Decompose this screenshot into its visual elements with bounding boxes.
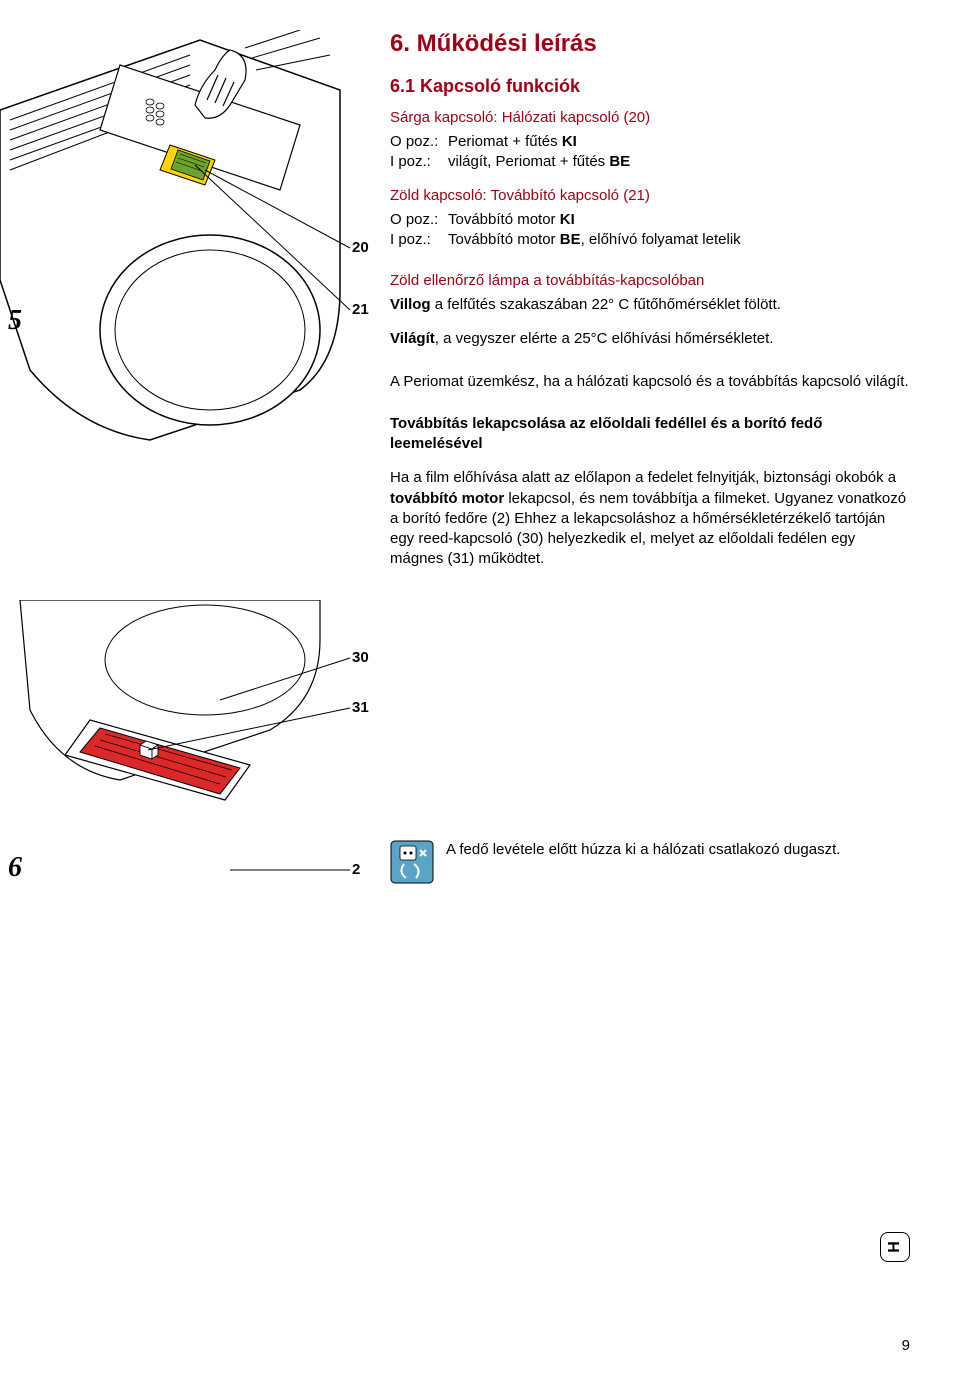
text-column: 6. Működési leírás 6.1 Kapcsoló funkciók… (380, 30, 910, 830)
callout-21-label: 21 (352, 301, 369, 318)
green-lamp-line1: Villog a felfűtés szakaszában 22° C fűtő… (390, 295, 910, 315)
callout-31-label: 31 (352, 699, 369, 716)
unplug-block: A fedő levétele előtt húzza ki a hálózat… (380, 840, 910, 889)
ready-text: A Periomat üzemkész, ha a hálózati kapcs… (390, 372, 910, 392)
callout-30-label: 30 (352, 649, 369, 666)
yellow-ipoz-label: I poz.: (390, 152, 448, 172)
figure-30-31: 30 31 (0, 600, 380, 810)
green-ipoz-label: I poz.: (390, 230, 448, 250)
fig5-svg: 20 21 (0, 30, 380, 450)
green-opoz-text: Továbbító motor KI (448, 210, 575, 230)
green-switch-defs: O poz.: Továbbító motor KI I poz.: Továb… (390, 210, 910, 251)
page-number: 9 (902, 1337, 910, 1354)
green-lamp-line2: Világít, a vegyszer elérte a 25°C előhív… (390, 329, 910, 349)
green-lamp-title: Zöld ellenőrző lámpa a továbbítás-kapcso… (390, 272, 910, 289)
fig-number-6: 6 (8, 852, 22, 884)
yellow-opoz-label: O poz.: (390, 132, 448, 152)
green-switch-title: Zöld kapcsoló: Továbbító kapcsoló (21) (390, 187, 910, 204)
fig5-column: 20 21 5 (0, 30, 380, 830)
yellow-switch-defs: O poz.: Periomat + fűtés KI I poz.: vilá… (390, 132, 910, 173)
heading-1: 6. Működési leírás (390, 30, 910, 58)
fig-number-5: 5 (8, 305, 22, 337)
callout-2-label: 2 (352, 861, 360, 878)
unplug-icon (390, 840, 434, 889)
callout-20-label: 20 (352, 239, 369, 256)
heading-2: 6.1 Kapcsoló funkciók (390, 76, 910, 97)
row-fig5: 20 21 5 (0, 30, 910, 830)
unplug-text: A fedő levétele előtt húzza ki a hálózat… (446, 840, 910, 860)
yellow-switch-title: Sárga kapcsoló: Hálózati kapcsoló (20) (390, 109, 910, 126)
yellow-opoz-text: Periomat + fűtés KI (448, 132, 577, 152)
green-ipoz-text: Továbbító motor BE, előhívó folyamat let… (448, 230, 741, 250)
language-badge: H (880, 1232, 910, 1262)
cutoff-title: Továbbítás lekapcsolása az előoldali fed… (390, 414, 910, 455)
cutoff-body: Ha a film előhívása alatt az előlapon a … (390, 468, 910, 569)
figure-5: 20 21 5 (0, 30, 380, 450)
fig6-svg: 2 (0, 840, 380, 900)
green-opoz-label: O poz.: (390, 210, 448, 230)
yellow-ipoz-text: világít, Periomat + fűtés BE (448, 152, 630, 172)
fig3031-svg: 30 31 (0, 600, 380, 810)
fig6-column: 2 6 (0, 840, 380, 905)
row-fig6: 2 6 A fedő levétele előtt húzza ki a hál… (0, 840, 910, 905)
